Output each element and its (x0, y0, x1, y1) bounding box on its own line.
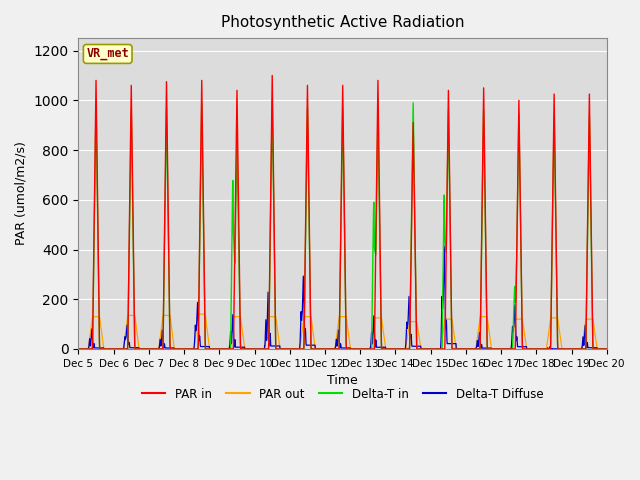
PAR in (496, 346, 504, 352)
X-axis label: Time: Time (327, 374, 358, 387)
Text: VR_met: VR_met (86, 48, 129, 60)
PAR in (571, 346, 579, 352)
Legend: PAR in, PAR out, Delta-T in, Delta-T Diffuse: PAR in, PAR out, Delta-T in, Delta-T Dif… (137, 383, 548, 405)
PAR in (358, 346, 365, 352)
Line: PAR in: PAR in (79, 75, 607, 349)
Delta-T Diffuse (369, 328, 377, 334)
Delta-T Diffuse (571, 346, 579, 352)
Y-axis label: PAR (umol/m2/s): PAR (umol/m2/s) (15, 142, 28, 245)
PAR in (369, 346, 377, 352)
Delta-T Diffuse (603, 346, 611, 352)
PAR out (369, 324, 377, 329)
PAR out (496, 346, 504, 352)
PAR out (603, 346, 611, 352)
Delta-T in (496, 346, 504, 352)
Delta-T Diffuse (222, 346, 230, 352)
Delta-T in (222, 346, 230, 352)
PAR out (571, 346, 579, 352)
Delta-T in (75, 346, 83, 352)
PAR out (556, 334, 564, 340)
Line: Delta-T in: Delta-T in (79, 100, 607, 349)
PAR out (75, 346, 83, 352)
Title: Photosynthetic Active Radiation: Photosynthetic Active Radiation (221, 15, 465, 30)
PAR in (556, 346, 564, 352)
Delta-T in (556, 346, 564, 352)
Delta-T in (369, 225, 377, 230)
Line: Delta-T Diffuse: Delta-T Diffuse (79, 246, 607, 349)
Delta-T Diffuse (556, 346, 564, 352)
Delta-T Diffuse (358, 346, 365, 352)
Delta-T in (268, 97, 276, 103)
Delta-T Diffuse (75, 346, 83, 352)
PAR out (222, 346, 230, 352)
PAR in (603, 346, 611, 352)
PAR in (268, 72, 276, 78)
Line: PAR out: PAR out (79, 314, 607, 349)
Delta-T in (571, 346, 579, 352)
Delta-T Diffuse (440, 243, 448, 249)
PAR in (222, 346, 230, 352)
PAR out (358, 346, 365, 352)
PAR in (75, 346, 83, 352)
Delta-T Diffuse (496, 346, 504, 352)
PAR out (195, 312, 202, 317)
Delta-T in (603, 346, 611, 352)
Delta-T in (358, 346, 365, 352)
